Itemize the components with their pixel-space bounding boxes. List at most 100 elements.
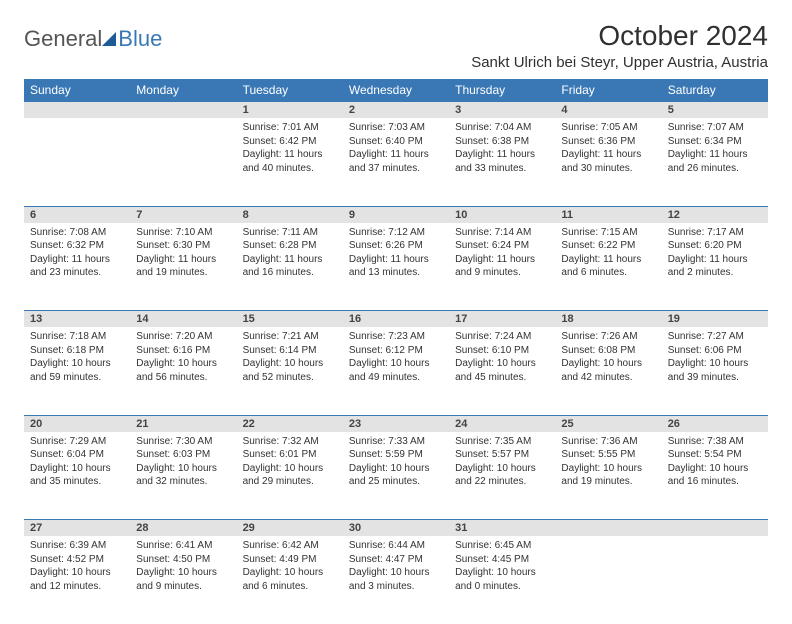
day-content-row: Sunrise: 7:29 AMSunset: 6:04 PMDaylight:…: [24, 432, 768, 520]
daylight-text: Daylight: 11 hours and 40 minutes.: [243, 148, 337, 175]
sunrise-text: Sunrise: 7:08 AM: [30, 226, 124, 240]
sunrise-text: Sunrise: 7:11 AM: [243, 226, 337, 240]
day-header: Tuesday: [237, 79, 343, 102]
daylight-text: Daylight: 10 hours and 49 minutes.: [349, 357, 443, 384]
daylight-text: Daylight: 10 hours and 35 minutes.: [30, 462, 124, 489]
day-details: Sunrise: 7:04 AMSunset: 6:38 PMDaylight:…: [449, 118, 555, 181]
day-number: 2: [343, 102, 449, 119]
day-cell: Sunrise: 7:04 AMSunset: 6:38 PMDaylight:…: [449, 118, 555, 206]
day-header: Saturday: [662, 79, 768, 102]
sunrise-text: Sunrise: 7:07 AM: [668, 121, 762, 135]
day-cell: Sunrise: 7:14 AMSunset: 6:24 PMDaylight:…: [449, 223, 555, 311]
day-details: Sunrise: 7:26 AMSunset: 6:08 PMDaylight:…: [555, 327, 661, 390]
daylight-text: Daylight: 10 hours and 25 minutes.: [349, 462, 443, 489]
day-cell: Sunrise: 7:07 AMSunset: 6:34 PMDaylight:…: [662, 118, 768, 206]
sunset-text: Sunset: 6:34 PM: [668, 135, 762, 149]
logo: General Blue: [24, 20, 162, 52]
day-details: Sunrise: 6:41 AMSunset: 4:50 PMDaylight:…: [130, 536, 236, 599]
day-header: Sunday: [24, 79, 130, 102]
day-number: 28: [130, 520, 236, 537]
sunset-text: Sunset: 6:06 PM: [668, 344, 762, 358]
day-header: Wednesday: [343, 79, 449, 102]
day-cell: Sunrise: 6:42 AMSunset: 4:49 PMDaylight:…: [237, 536, 343, 624]
day-details: Sunrise: 7:18 AMSunset: 6:18 PMDaylight:…: [24, 327, 130, 390]
day-details: Sunrise: 6:44 AMSunset: 4:47 PMDaylight:…: [343, 536, 449, 599]
sunset-text: Sunset: 4:50 PM: [136, 553, 230, 567]
day-number: 11: [555, 206, 661, 223]
day-number-row: 6789101112: [24, 206, 768, 223]
sunset-text: Sunset: 4:49 PM: [243, 553, 337, 567]
logo-text-blue: Blue: [118, 26, 162, 52]
day-details: Sunrise: 7:35 AMSunset: 5:57 PMDaylight:…: [449, 432, 555, 495]
day-header: Monday: [130, 79, 236, 102]
sunrise-text: Sunrise: 7:12 AM: [349, 226, 443, 240]
day-cell: Sunrise: 7:11 AMSunset: 6:28 PMDaylight:…: [237, 223, 343, 311]
day-details: Sunrise: 7:21 AMSunset: 6:14 PMDaylight:…: [237, 327, 343, 390]
sunrise-text: Sunrise: 6:45 AM: [455, 539, 549, 553]
sunrise-text: Sunrise: 7:33 AM: [349, 435, 443, 449]
day-number: 1: [237, 102, 343, 119]
day-number: 14: [130, 311, 236, 328]
daylight-text: Daylight: 11 hours and 6 minutes.: [561, 253, 655, 280]
daylight-text: Daylight: 11 hours and 33 minutes.: [455, 148, 549, 175]
day-number: 19: [662, 311, 768, 328]
title-block: October 2024 Sankt Ulrich bei Steyr, Upp…: [471, 20, 768, 71]
daylight-text: Daylight: 11 hours and 16 minutes.: [243, 253, 337, 280]
day-number: 20: [24, 415, 130, 432]
day-content-row: Sunrise: 7:01 AMSunset: 6:42 PMDaylight:…: [24, 118, 768, 206]
day-details: Sunrise: 6:45 AMSunset: 4:45 PMDaylight:…: [449, 536, 555, 599]
sunrise-text: Sunrise: 7:26 AM: [561, 330, 655, 344]
day-content-row: Sunrise: 7:08 AMSunset: 6:32 PMDaylight:…: [24, 223, 768, 311]
sunset-text: Sunset: 4:47 PM: [349, 553, 443, 567]
day-details: Sunrise: 7:10 AMSunset: 6:30 PMDaylight:…: [130, 223, 236, 286]
day-number: 15: [237, 311, 343, 328]
day-cell: [24, 118, 130, 206]
day-cell: Sunrise: 7:30 AMSunset: 6:03 PMDaylight:…: [130, 432, 236, 520]
daylight-text: Daylight: 11 hours and 37 minutes.: [349, 148, 443, 175]
day-cell: Sunrise: 7:10 AMSunset: 6:30 PMDaylight:…: [130, 223, 236, 311]
sunset-text: Sunset: 4:52 PM: [30, 553, 124, 567]
day-details: Sunrise: 7:11 AMSunset: 6:28 PMDaylight:…: [237, 223, 343, 286]
day-details: Sunrise: 7:14 AMSunset: 6:24 PMDaylight:…: [449, 223, 555, 286]
sunset-text: Sunset: 6:20 PM: [668, 239, 762, 253]
sunset-text: Sunset: 6:03 PM: [136, 448, 230, 462]
day-details: Sunrise: 7:17 AMSunset: 6:20 PMDaylight:…: [662, 223, 768, 286]
sunrise-text: Sunrise: 7:23 AM: [349, 330, 443, 344]
sunset-text: Sunset: 6:04 PM: [30, 448, 124, 462]
day-cell: Sunrise: 7:12 AMSunset: 6:26 PMDaylight:…: [343, 223, 449, 311]
daylight-text: Daylight: 10 hours and 12 minutes.: [30, 566, 124, 593]
day-cell: Sunrise: 7:01 AMSunset: 6:42 PMDaylight:…: [237, 118, 343, 206]
sunset-text: Sunset: 5:57 PM: [455, 448, 549, 462]
daylight-text: Daylight: 11 hours and 30 minutes.: [561, 148, 655, 175]
day-number: [555, 520, 661, 537]
day-number: 12: [662, 206, 768, 223]
day-cell: [555, 536, 661, 624]
sunrise-text: Sunrise: 7:04 AM: [455, 121, 549, 135]
day-cell: Sunrise: 7:21 AMSunset: 6:14 PMDaylight:…: [237, 327, 343, 415]
day-cell: Sunrise: 7:29 AMSunset: 6:04 PMDaylight:…: [24, 432, 130, 520]
day-cell: Sunrise: 7:08 AMSunset: 6:32 PMDaylight:…: [24, 223, 130, 311]
day-details: Sunrise: 7:12 AMSunset: 6:26 PMDaylight:…: [343, 223, 449, 286]
day-details: Sunrise: 7:38 AMSunset: 5:54 PMDaylight:…: [662, 432, 768, 495]
day-cell: Sunrise: 7:17 AMSunset: 6:20 PMDaylight:…: [662, 223, 768, 311]
sunset-text: Sunset: 6:01 PM: [243, 448, 337, 462]
day-number-row: 20212223242526: [24, 415, 768, 432]
sunrise-text: Sunrise: 7:32 AM: [243, 435, 337, 449]
logo-text-general: General: [24, 26, 102, 52]
day-cell: Sunrise: 7:18 AMSunset: 6:18 PMDaylight:…: [24, 327, 130, 415]
day-cell: Sunrise: 6:44 AMSunset: 4:47 PMDaylight:…: [343, 536, 449, 624]
day-details: Sunrise: 7:33 AMSunset: 5:59 PMDaylight:…: [343, 432, 449, 495]
sunrise-text: Sunrise: 7:14 AM: [455, 226, 549, 240]
day-cell: Sunrise: 7:26 AMSunset: 6:08 PMDaylight:…: [555, 327, 661, 415]
sunset-text: Sunset: 6:38 PM: [455, 135, 549, 149]
day-number: 9: [343, 206, 449, 223]
day-details: Sunrise: 7:03 AMSunset: 6:40 PMDaylight:…: [343, 118, 449, 181]
day-header-row: Sunday Monday Tuesday Wednesday Thursday…: [24, 79, 768, 102]
day-header: Thursday: [449, 79, 555, 102]
page-header: General Blue October 2024 Sankt Ulrich b…: [24, 20, 768, 71]
daylight-text: Daylight: 11 hours and 13 minutes.: [349, 253, 443, 280]
day-number: 8: [237, 206, 343, 223]
sunrise-text: Sunrise: 7:30 AM: [136, 435, 230, 449]
daylight-text: Daylight: 11 hours and 19 minutes.: [136, 253, 230, 280]
day-cell: Sunrise: 7:33 AMSunset: 5:59 PMDaylight:…: [343, 432, 449, 520]
